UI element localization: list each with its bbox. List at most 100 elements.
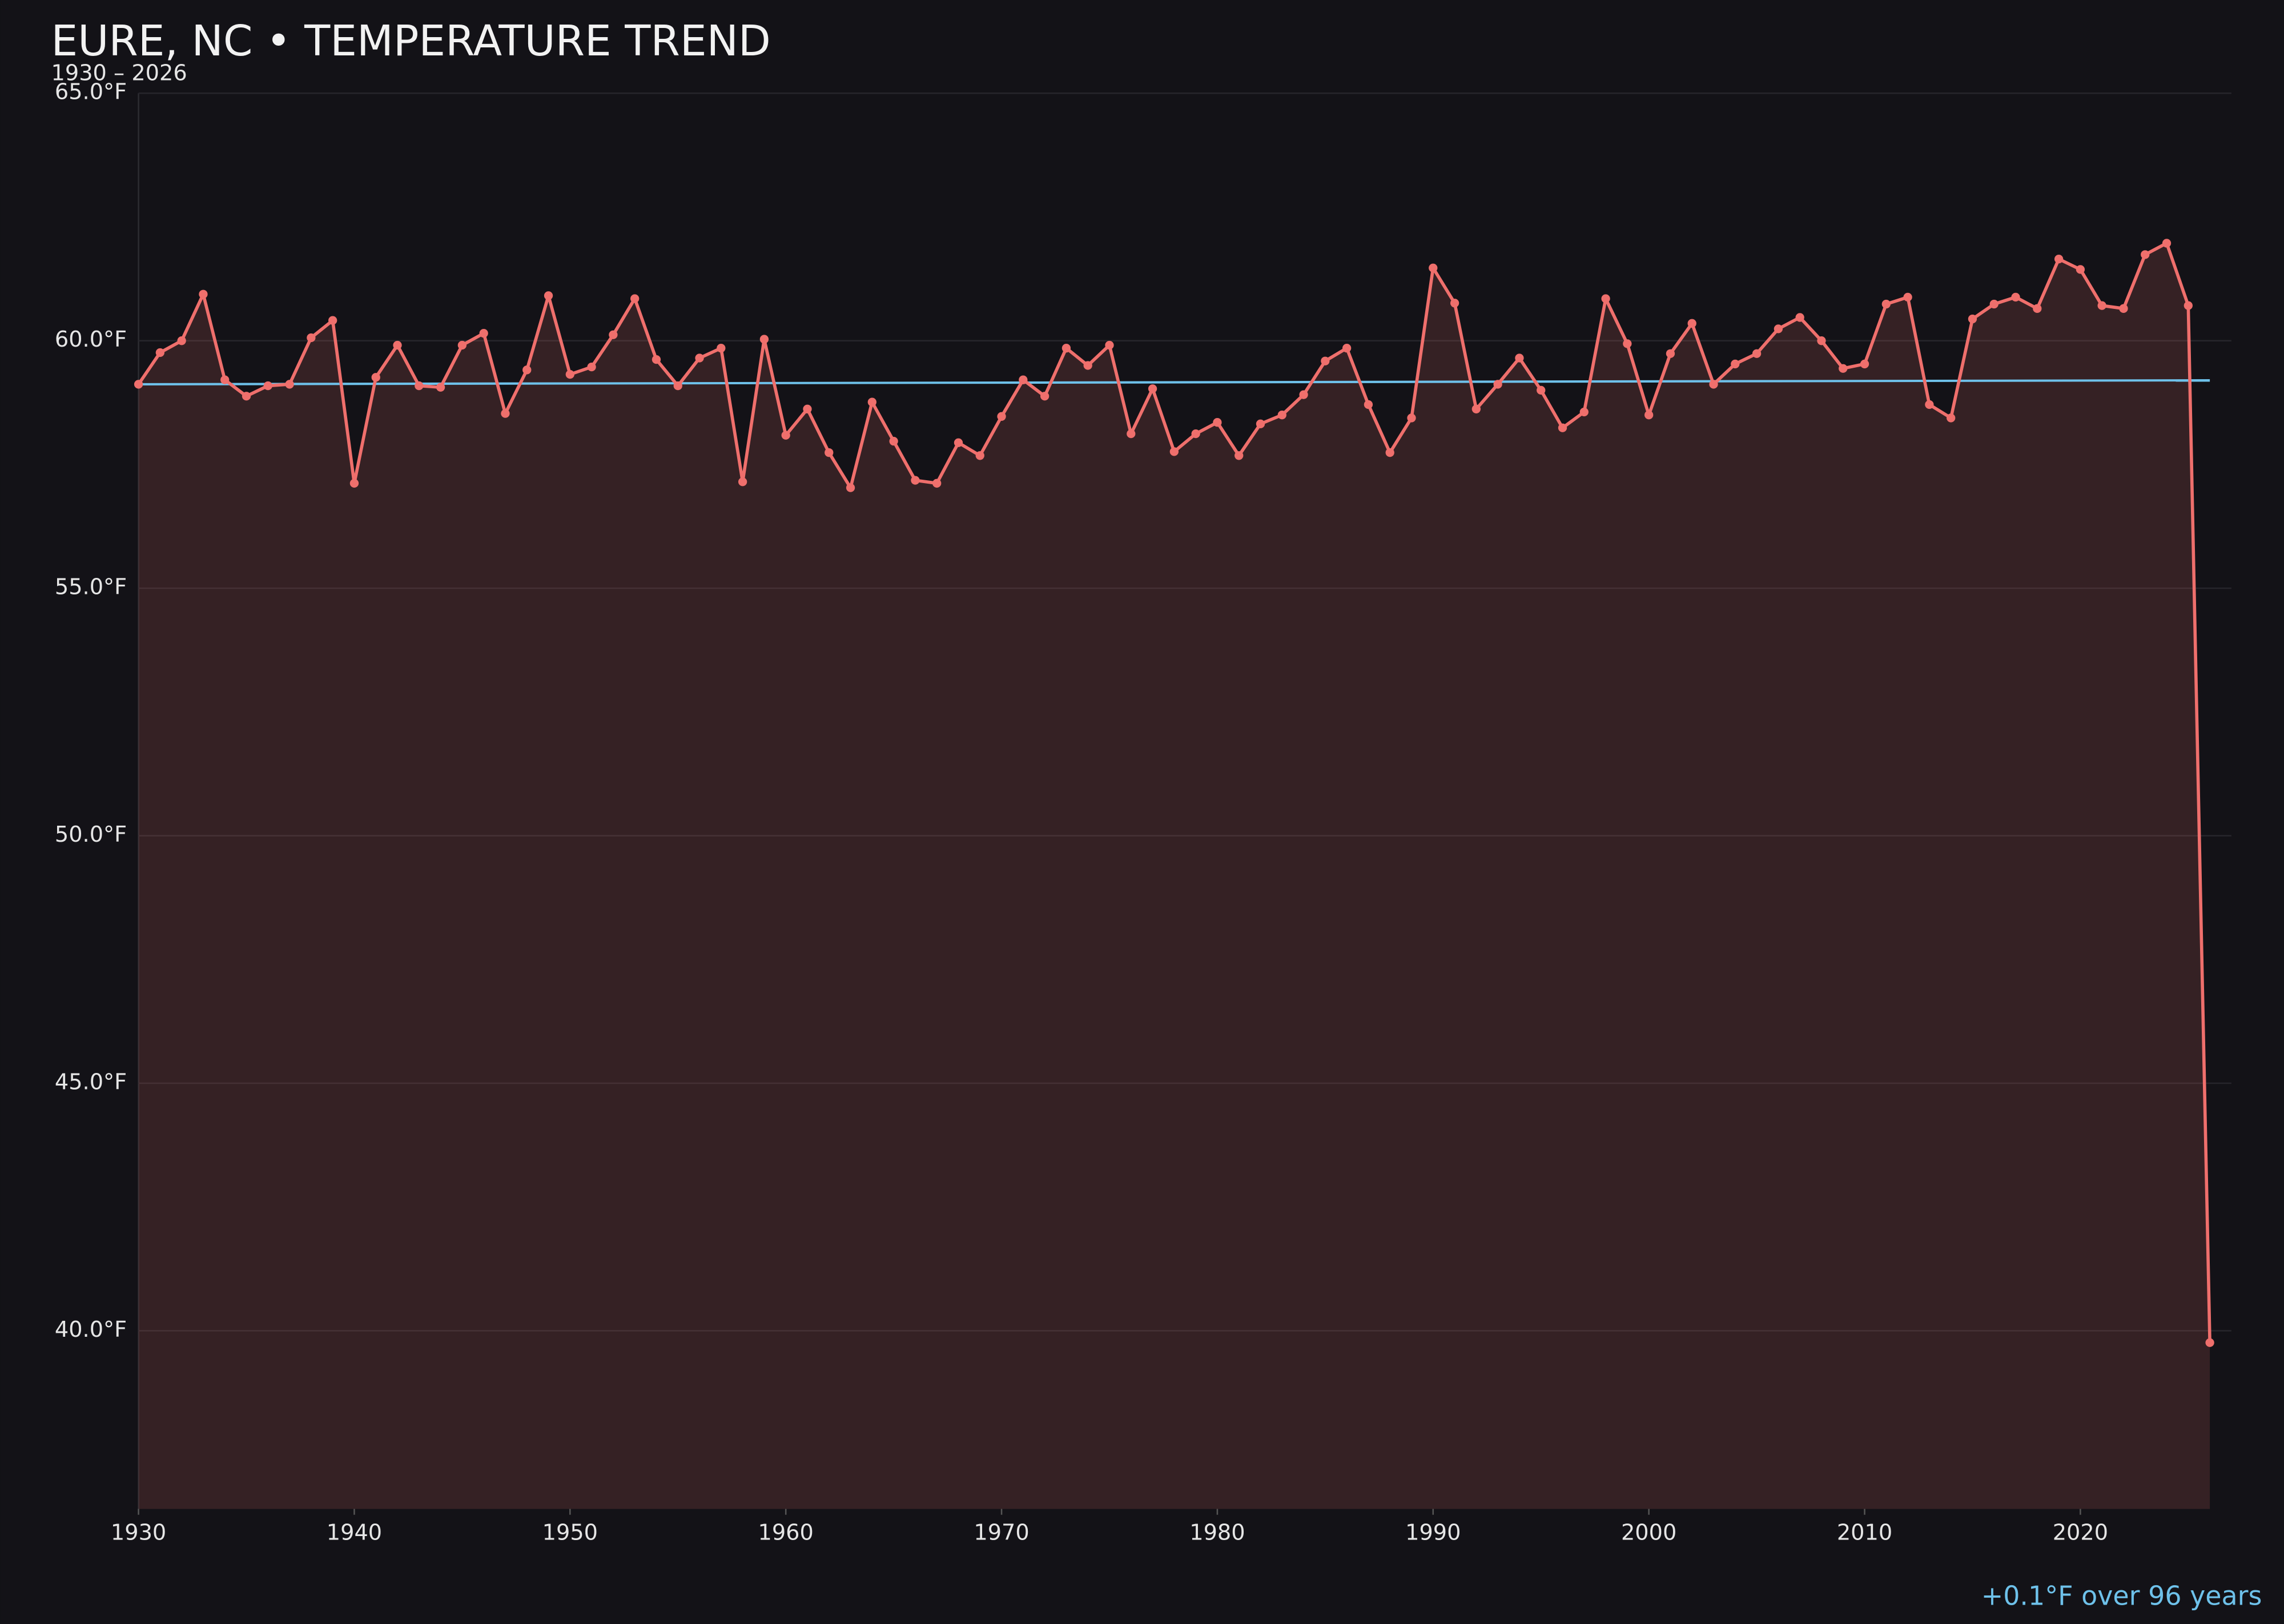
data-point [2097,301,2106,310]
data-point [781,431,790,440]
data-point [544,291,553,300]
data-point [975,451,984,460]
data-point [2011,292,2020,302]
y-tick-label: 50.0°F [55,822,127,847]
y-tick-label: 45.0°F [55,1069,127,1095]
x-tick-label: 2020 [2053,1520,2108,1545]
data-point [1515,353,1524,363]
x-tick-label: 1950 [542,1520,598,1545]
data-point [1817,336,1826,345]
trend-line [138,379,2210,386]
data-point [1019,375,1028,384]
data-point [177,336,186,345]
data-point [1579,407,1589,417]
data-point [349,479,359,488]
data-point [1903,292,1912,302]
data-point [911,476,920,485]
data-point [565,369,574,379]
data-point [1061,344,1071,353]
data-point [1342,344,1352,353]
data-point [1947,413,1956,423]
data-point [1537,385,1546,395]
data-point [1774,324,1783,333]
data-point [436,383,445,392]
data-point [1277,411,1286,420]
data-point [652,355,661,364]
data-point [2162,239,2172,248]
data-point [759,335,769,344]
data-point [1256,419,1265,428]
data-point [2033,304,2042,313]
data-point [1989,299,1998,309]
data-point [825,448,834,457]
data-point [155,348,165,357]
x-tick-label: 1970 [974,1520,1029,1545]
y-tick-label: 60.0°F [55,327,127,352]
data-point [1623,339,1632,348]
data-point [738,477,747,487]
data-point [1235,451,1244,460]
y-tick-label: 55.0°F [55,574,127,600]
data-point [1191,429,1200,439]
trend-annotation: +0.1°F over 96 years [1981,1581,2262,1611]
data-point [1385,448,1394,457]
data-point [415,381,424,391]
data-point [1558,423,1567,432]
data-point [1321,356,1330,365]
data-point [1666,349,1675,358]
data-point [1407,413,1416,423]
data-point [587,362,596,372]
data-point [199,290,208,299]
y-tick-label: 65.0°F [55,79,127,105]
data-point [1687,319,1696,328]
data-point [371,373,380,382]
data-point [1213,418,1222,427]
data-point [954,438,963,447]
data-point [134,380,143,389]
data-point [2141,250,2150,259]
data-point [479,329,488,338]
data-point [1364,400,1373,409]
data-point [1127,429,1136,439]
data-point [285,380,294,389]
data-point [673,381,682,391]
data-point [1881,299,1891,309]
x-tick-label: 1930 [111,1520,166,1545]
x-tick-label: 1980 [1189,1520,1245,1545]
data-point [501,409,510,418]
data-point [457,340,467,350]
data-point [867,397,876,407]
data-point [328,316,337,325]
y-tick-label: 40.0°F [55,1317,127,1342]
data-point [522,365,532,375]
data-point [1299,390,1308,399]
data-point [1450,299,1459,308]
data-point [1795,313,1804,322]
data-point [1731,359,1740,369]
data-point [1040,392,1049,401]
data-point [1839,364,1848,373]
data-point [1148,384,1157,393]
data-point [1105,340,1114,350]
x-tick-label: 2000 [1621,1520,1676,1545]
x-tick-label: 1990 [1405,1520,1461,1545]
data-point [263,381,272,391]
data-point [932,479,942,488]
data-point [846,483,855,492]
data-point [1493,380,1502,389]
data-point [2054,254,2064,264]
data-point [1169,447,1179,456]
chart-title: EURE, NC • TEMPERATURE TREND [51,17,771,66]
chart-subtitle: 1930 – 2026 [51,61,187,86]
data-point [1925,400,1934,409]
data-point [630,294,640,303]
data-point [2076,265,2085,274]
data-point [242,392,251,401]
x-tick-label: 1960 [758,1520,814,1545]
data-point [1860,359,1869,369]
data-point [393,340,402,350]
x-tick-label: 1940 [327,1520,382,1545]
data-point [1709,380,1718,389]
data-point [220,375,230,384]
